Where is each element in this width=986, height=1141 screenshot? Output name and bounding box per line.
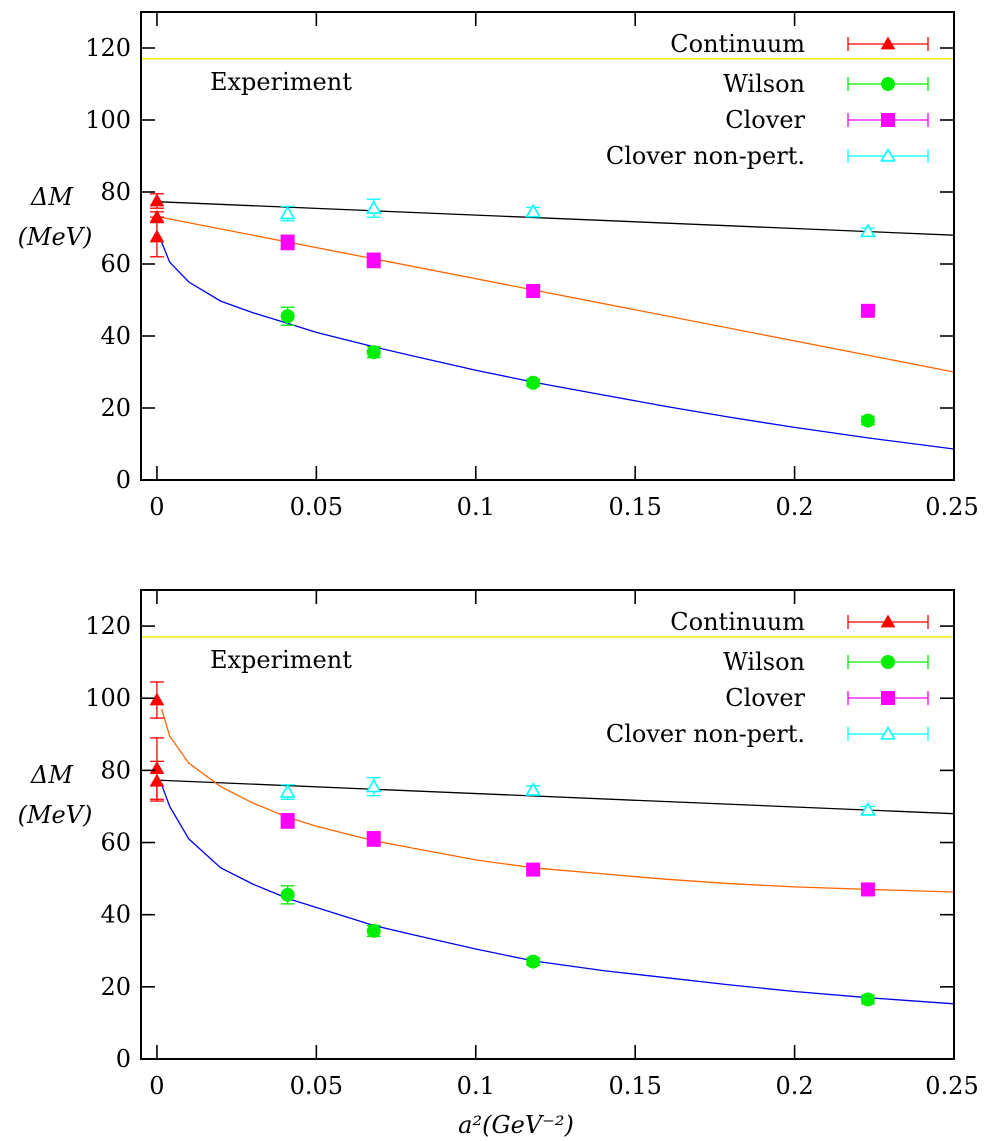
data-point-clover-non-pert: [279, 205, 296, 220]
fit-curve-3: [161, 784, 954, 1005]
x-axis-label: a²(GeV⁻²): [458, 1111, 574, 1139]
experiment-annotation: Experiment: [210, 646, 352, 674]
x-tick-label: 0.05: [290, 493, 343, 521]
series-clover-non-pert: [279, 198, 876, 238]
data-point-clover-non-pert: [365, 200, 382, 214]
series-wilson: [280, 885, 875, 1007]
plot-frame: [140, 11, 955, 481]
series-continuum: [149, 193, 165, 258]
x-tick-label: 0.05: [290, 1072, 343, 1100]
data-point-wilson: [366, 923, 381, 938]
y-tick-label: 100: [85, 106, 131, 134]
data-point-wilson: [366, 345, 381, 360]
series-clover: [280, 813, 875, 897]
data-point-continuum: [149, 773, 165, 787]
legend-marker: [880, 725, 896, 740]
x-tick-label: 0.2: [776, 493, 814, 521]
legend-label: Clover: [725, 106, 805, 134]
data-point-clover-non-pert: [525, 203, 542, 218]
x-tick-label: 0: [149, 1072, 164, 1100]
data-point-clover-non-pert: [525, 782, 542, 796]
fit-curve-1: [156, 779, 954, 815]
fit-curve-2: [161, 708, 954, 893]
y-axis-unit: (MeV): [18, 223, 93, 251]
x-tick-label: 0.1: [457, 493, 495, 521]
series-clover: [280, 234, 875, 318]
x-tick-label: 0.25: [925, 1072, 978, 1100]
x-tick-label: 0.2: [776, 1072, 814, 1100]
data-point-clover: [860, 882, 875, 897]
series-wilson: [280, 306, 875, 428]
data-point-clover-non-pert: [279, 783, 296, 798]
fit-curve-1: [156, 201, 954, 236]
data-point-continuum: [149, 193, 165, 207]
chart-panel-2: 0 20 40 60 80 100 120 0 0.05 0.1 0.15 0.2 0.25 ΔM (MeV…: [18, 589, 979, 1139]
data-point-wilson: [526, 954, 541, 969]
data-point-continuum: [149, 692, 165, 706]
data-point-clover: [526, 284, 541, 298]
y-tick-label: 100: [85, 684, 131, 712]
y-tick-label: 120: [85, 34, 131, 62]
legend-label: Wilson: [723, 70, 805, 98]
legend-label: Clover non-pert.: [606, 142, 805, 170]
y-tick-label: 0: [116, 1045, 131, 1073]
y-tick-label: 20: [100, 394, 131, 422]
x-tick-label: 0.15: [608, 493, 661, 521]
data-point-wilson: [860, 992, 875, 1007]
data-point-clover: [860, 303, 875, 318]
data-point-clover: [366, 831, 381, 846]
data-point-continuum: [149, 229, 165, 243]
y-axis-label: ΔM: [30, 761, 74, 789]
legend-label: Continuum: [670, 30, 805, 58]
y-axis-unit: (MeV): [18, 801, 93, 829]
x-tick-label: 0.25: [925, 493, 978, 521]
y-tick-label: 80: [100, 178, 131, 206]
data-point-clover-non-pert: [860, 223, 876, 238]
data-point-clover: [366, 253, 381, 268]
data-point-clover-non-pert: [365, 778, 382, 793]
legend-label: Continuum: [670, 608, 805, 636]
series-continuum: [149, 681, 165, 802]
y-tick-label: 20: [100, 973, 131, 1001]
legend-label: Wilson: [723, 648, 805, 676]
x-tick-label: 0.1: [457, 1072, 495, 1100]
x-tick-label: 0: [149, 493, 164, 521]
data-point-wilson: [860, 413, 875, 428]
series-clover-non-pert: [279, 776, 876, 816]
data-point-clover: [280, 813, 295, 828]
y-tick-label: 40: [100, 322, 131, 350]
y-tick-label: 40: [100, 901, 131, 929]
legend: Continuum Wilson Clover Clover non-pert.: [606, 30, 929, 170]
fit-curve-3: [161, 242, 954, 450]
data-point-clover: [526, 862, 541, 877]
legend-marker: [881, 655, 895, 669]
legend-marker: [880, 147, 896, 162]
experiment-annotation: Experiment: [210, 68, 352, 96]
y-tick-label: 120: [85, 612, 131, 640]
y-tick-label: 80: [100, 756, 131, 784]
legend-marker: [880, 36, 896, 50]
fit-curve-2: [156, 215, 954, 373]
y-tick-label: 60: [100, 250, 131, 278]
legend: Continuum Wilson Clover Clover non-pert.: [606, 608, 929, 748]
plot-frame: [140, 589, 955, 1060]
chart-panel-1: 0 20 40 60 80 100 120 0 0.05 0.1 0.15 0.2 0.25 ΔM (MeV…: [18, 11, 979, 521]
legend-label: Clover: [725, 684, 805, 712]
data-point-clover: [280, 235, 295, 250]
legend-marker: [881, 113, 895, 127]
legend-marker: [881, 691, 895, 705]
data-point-clover-non-pert: [860, 801, 876, 816]
data-point-wilson: [280, 887, 295, 902]
y-tick-label: 60: [100, 829, 131, 857]
y-tick-label: 0: [116, 466, 131, 494]
x-tick-label: 0.15: [608, 1072, 661, 1100]
data-point-wilson: [280, 309, 295, 324]
data-point-wilson: [526, 375, 541, 390]
legend-marker: [880, 614, 896, 628]
legend-marker: [881, 77, 895, 91]
legend-label: Clover non-pert.: [606, 720, 805, 748]
y-axis-label: ΔM: [30, 183, 74, 211]
